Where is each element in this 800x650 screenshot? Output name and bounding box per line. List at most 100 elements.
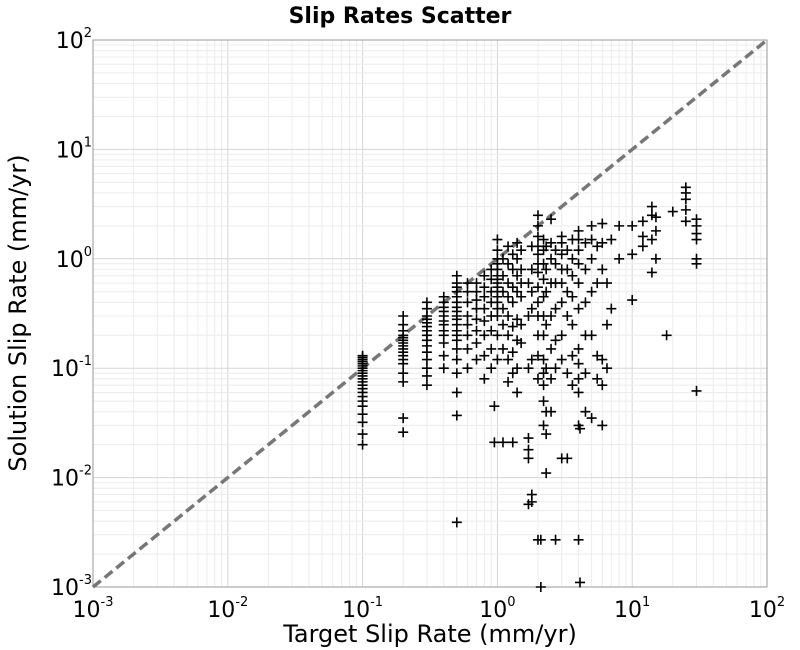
data-point-marker [507, 282, 518, 293]
data-point-marker [567, 319, 578, 330]
plot-frame [92, 39, 768, 588]
data-point-marker [627, 249, 638, 260]
data-point-marker [580, 264, 591, 275]
data-point-marker [526, 264, 537, 275]
data-point-marker [567, 270, 578, 281]
data-point-marker [479, 303, 490, 314]
data-point-marker [507, 264, 518, 275]
data-point-marker [532, 210, 543, 221]
x-tick-labels: 10-3 10-2 10-1 100 101 102 [73, 595, 786, 623]
data-point-marker [523, 444, 534, 455]
data-point-marker [546, 237, 557, 248]
data-point-marker [546, 373, 557, 384]
data-point-marker [667, 206, 678, 217]
data-point-marker [691, 214, 702, 225]
data-point-marker [538, 258, 549, 269]
data-point-marker [550, 258, 561, 269]
data-point-marker [646, 234, 657, 245]
data-point-marker [462, 278, 473, 289]
data-point-marker [538, 420, 549, 431]
data-point-marker [516, 319, 527, 330]
data-point-marker [512, 387, 523, 398]
y-tick-label: 100 [56, 245, 92, 273]
data-point-marker [503, 311, 514, 322]
data-point-marker [573, 303, 584, 314]
data-point-marker [650, 253, 661, 264]
data-point-marker [492, 245, 503, 256]
x-axis-label: Target Slip Rate (mm/yr) [282, 620, 577, 648]
data-point-marker [556, 249, 567, 260]
data-point-marker [586, 286, 597, 297]
data-point-marker [538, 396, 549, 407]
data-point-marker [523, 363, 534, 374]
data-point-marker [550, 303, 561, 314]
data-point-marker [507, 249, 518, 260]
x-tick-label: 100 [479, 595, 515, 623]
data-point-marker [556, 297, 567, 308]
data-point-marker [462, 363, 473, 374]
data-point-marker [512, 314, 523, 325]
data-point-marker [471, 314, 482, 325]
data-point-marker [680, 182, 691, 193]
data-point-marker [597, 264, 608, 275]
data-point-marker [523, 311, 534, 322]
data-point-marker [586, 330, 597, 341]
data-point-marker [597, 420, 608, 431]
data-point-marker [451, 270, 462, 281]
data-point-marker [586, 413, 597, 424]
data-point-marker [541, 468, 552, 479]
data-point-marker [503, 330, 514, 341]
data-point-marker [421, 297, 432, 308]
data-point-marker [546, 253, 557, 264]
data-point-marker [538, 380, 549, 391]
data-point-marker [532, 220, 543, 231]
data-point-marker [471, 278, 482, 289]
data-point-marker [503, 258, 514, 269]
y-tick-labels: 10-3 10-2 10-1 100 101 102 [51, 26, 92, 601]
data-point-marker [489, 401, 500, 412]
data-point-marker [526, 286, 537, 297]
data-point-marker [451, 343, 462, 354]
data-point-marker [512, 237, 523, 248]
data-point-marker [532, 267, 543, 278]
data-point-marker [532, 282, 543, 293]
data-point-marker [538, 234, 549, 245]
data-point-marker [580, 297, 591, 308]
data-point-marker [680, 204, 691, 215]
data-point-marker [538, 291, 549, 302]
data-point-marker [471, 286, 482, 297]
data-point-marker [592, 373, 603, 384]
data-point-marker [492, 330, 503, 341]
data-point-marker [691, 253, 702, 264]
data-point-marker [597, 237, 608, 248]
data-point-marker [512, 363, 523, 374]
data-point-marker [592, 278, 603, 289]
data-point-marker [497, 270, 508, 281]
data-point-marker [650, 212, 661, 223]
data-point-marker [535, 534, 546, 545]
data-point-marker [691, 385, 702, 396]
data-point-marker [503, 241, 514, 252]
data-point-marker [532, 373, 543, 384]
data-point-marker [614, 253, 625, 264]
data-point-marker [532, 297, 543, 308]
data-point-marker [479, 373, 490, 384]
data-point-marker [546, 214, 557, 225]
data-point-marker [573, 245, 584, 256]
data-point-marker [592, 241, 603, 252]
data-point-marker [627, 220, 638, 231]
data-point-marker [503, 376, 514, 387]
data-point-marker [567, 380, 578, 391]
data-point-marker [421, 380, 432, 391]
data-point-marker [497, 343, 508, 354]
data-point-marker [489, 437, 500, 448]
data-point-marker [523, 278, 534, 289]
data-point-marker [538, 368, 549, 379]
data-point-marker [567, 253, 578, 264]
data-point-marker [614, 220, 625, 231]
data-point-marker [479, 330, 490, 341]
data-point-marker [421, 363, 432, 374]
data-point-marker [507, 347, 518, 358]
reference-diagonal-line [91, 38, 769, 589]
data-point-marker [438, 363, 449, 374]
